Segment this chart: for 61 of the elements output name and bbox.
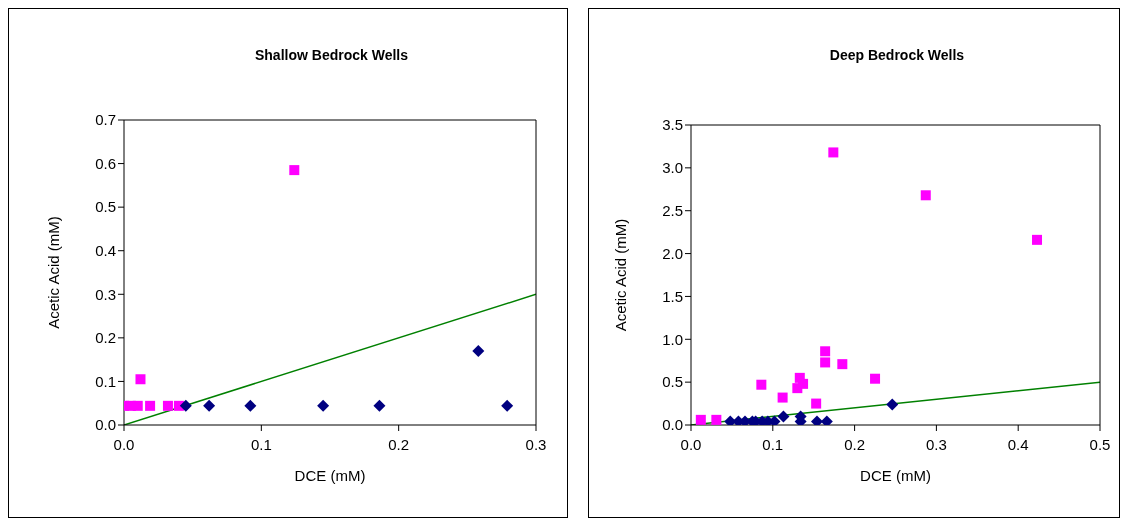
y-tick-label: 0.4 [95, 242, 116, 260]
x-tick-label: 0.0 [113, 435, 135, 453]
point [373, 399, 386, 412]
chart-title: Deep Bedrock Wells [828, 47, 966, 63]
point [798, 378, 809, 389]
y-axis-title: Acetic Acid (mM) [612, 218, 630, 332]
point [777, 410, 790, 423]
point [162, 400, 173, 411]
point [711, 414, 722, 425]
x-tick-label: 0.4 [1007, 435, 1029, 453]
y-tick-label: 1.0 [662, 330, 683, 348]
x-tick-label: 0.5 [1089, 435, 1111, 453]
x-tick-label: 0.2 [844, 435, 866, 453]
point [145, 400, 156, 411]
y-tick-label: 0.2 [95, 329, 116, 347]
x-tick-label: 0.1 [250, 435, 272, 453]
y-tick-label: 2.0 [662, 244, 683, 262]
x-tick-label: 0.2 [388, 435, 410, 453]
y-tick-label: 0.7 [95, 111, 116, 129]
point [472, 344, 485, 357]
point [811, 398, 822, 409]
point [820, 346, 831, 357]
x-axis-title: DCE (mM) [860, 467, 931, 484]
y-tick-label: 0.5 [95, 198, 116, 216]
point [810, 415, 823, 425]
y-tick-label: 2.5 [662, 202, 683, 220]
x-axis-title: DCE (mM) [294, 467, 366, 484]
y-tick-label: 0.1 [95, 372, 116, 390]
y-tick-label: 0.0 [662, 416, 683, 434]
chart-title: Shallow Bedrock Wells [254, 47, 409, 63]
point [870, 373, 881, 384]
y-tick-label: 3.5 [662, 116, 683, 134]
point [695, 414, 706, 425]
point [820, 415, 833, 425]
point [244, 399, 257, 412]
point [756, 379, 767, 390]
y-tick-label: 0.5 [662, 373, 683, 391]
point [886, 398, 899, 411]
point [837, 359, 848, 370]
x-tick-label: 0.1 [762, 435, 784, 453]
point [317, 399, 330, 412]
point [920, 190, 931, 201]
point [132, 400, 143, 411]
point [820, 357, 831, 368]
point [289, 165, 300, 176]
point [1032, 234, 1043, 245]
x-tick-label: 0.0 [680, 435, 702, 453]
point [179, 399, 192, 412]
x-tick-label: 0.3 [525, 435, 547, 453]
y-axis-title: Acetic Acid (mM) [45, 216, 63, 329]
point [501, 399, 514, 412]
y-tick-label: 0.3 [95, 285, 116, 303]
y-tick-label: 1.5 [662, 287, 683, 305]
x-tick-label: 0.3 [925, 435, 947, 453]
point [135, 374, 146, 385]
point [828, 147, 839, 158]
y-tick-label: 0.0 [95, 416, 116, 434]
y-tick-label: 0.6 [95, 154, 116, 172]
point [203, 399, 216, 412]
point [777, 392, 788, 403]
y-tick-label: 3.0 [662, 159, 683, 177]
